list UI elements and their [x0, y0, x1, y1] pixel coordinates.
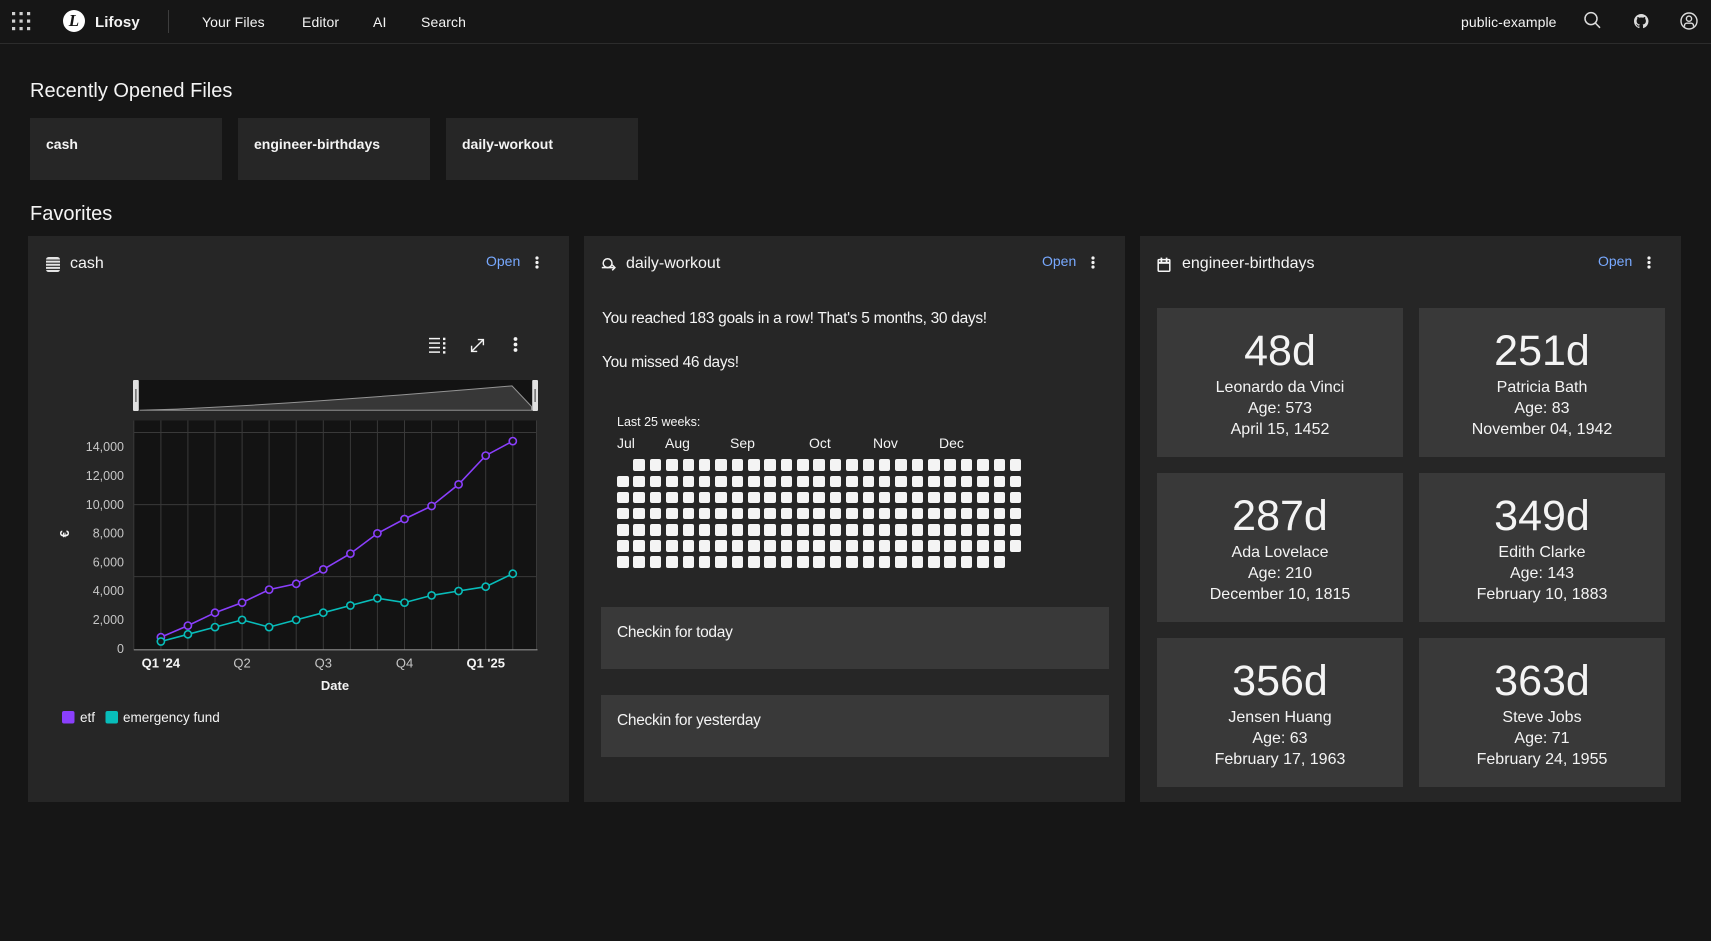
svg-text:10,000: 10,000 — [86, 498, 124, 512]
svg-text:4,000: 4,000 — [93, 584, 124, 598]
svg-text:8,000: 8,000 — [93, 527, 124, 541]
svg-text:etf: etf — [80, 710, 95, 725]
svg-text:Q1 '24: Q1 '24 — [142, 656, 181, 671]
svg-text:12,000: 12,000 — [86, 469, 124, 483]
svg-text:Q4: Q4 — [396, 656, 413, 671]
svg-text:0: 0 — [117, 642, 124, 656]
svg-text:Date: Date — [321, 678, 349, 693]
svg-text:Q1 '25: Q1 '25 — [466, 656, 505, 671]
svg-text:Q2: Q2 — [233, 656, 250, 671]
svg-text:€: € — [57, 530, 72, 537]
svg-text:Q3: Q3 — [315, 656, 332, 671]
svg-text:6,000: 6,000 — [93, 555, 124, 569]
svg-text:emergency fund: emergency fund — [123, 710, 220, 725]
svg-text:2,000: 2,000 — [93, 613, 124, 627]
svg-text:14,000: 14,000 — [86, 440, 124, 454]
